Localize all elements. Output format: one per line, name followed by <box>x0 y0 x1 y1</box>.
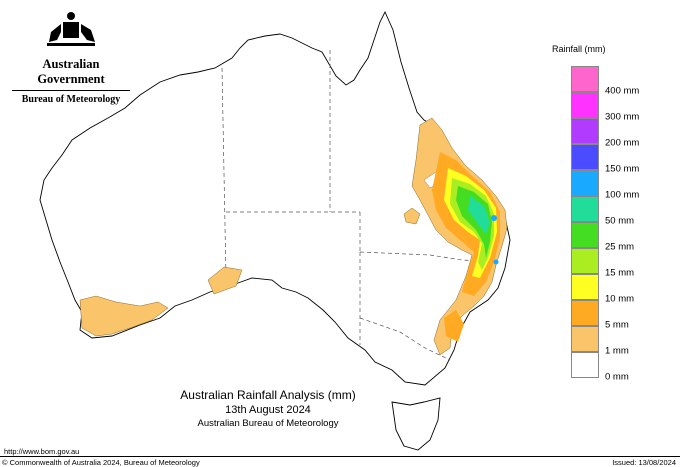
legend-label: 5 mm <box>605 319 629 331</box>
nsw-vic-border <box>359 317 451 361</box>
rain-area-100mm-south <box>493 259 499 265</box>
legend-swatch <box>571 248 599 274</box>
rain-area-1mm-sa <box>207 266 243 295</box>
legend-swatch <box>571 92 599 118</box>
government-logo-block: Australian Government Bureau of Meteorol… <box>8 10 134 105</box>
legend-swatch <box>571 352 599 378</box>
rain-area-100mm-north <box>491 215 497 221</box>
legend-swatch <box>571 326 599 352</box>
legend-swatch <box>571 300 599 326</box>
legend-label: 200 mm <box>605 137 640 149</box>
legend-label: 400 mm <box>605 85 640 97</box>
legend-label: 150 mm <box>605 163 640 175</box>
logo-divider <box>12 90 130 91</box>
map-title-block: Australian Rainfall Analysis (mm) 13th A… <box>138 388 398 429</box>
rain-100mm-areas <box>491 215 499 265</box>
legend-label: 15 mm <box>605 267 635 279</box>
legend-label: 100 mm <box>605 189 640 201</box>
map-date: 13th August 2024 <box>225 404 311 416</box>
australia-mainland <box>39 10 511 386</box>
map-source: Australian Bureau of Meteorology <box>197 418 339 429</box>
legend-label: 10 mm <box>605 293 635 305</box>
legend-swatch <box>571 118 599 144</box>
legend-label: 0 mm <box>605 371 629 383</box>
bureau-name: Bureau of Meteorology <box>21 94 121 105</box>
copyright-text: © Commonwealth of Australia 2024, Bureau… <box>2 458 200 467</box>
bom-url-link[interactable]: http://www.bom.gov.au <box>4 447 80 456</box>
legend-swatch <box>571 66 599 92</box>
rain-area-50mm <box>468 196 490 234</box>
rain-area-1mm-wa <box>79 295 169 337</box>
legend-swatch <box>571 170 599 196</box>
wa-border <box>221 67 227 279</box>
tasmania <box>391 397 441 451</box>
legend-label: 300 mm <box>605 111 640 123</box>
legend-label: 1 mm <box>605 345 629 357</box>
rain-area-1mm-coast-islet <box>403 207 421 225</box>
legend-label: 25 mm <box>605 241 635 253</box>
coat-of-arms-icon <box>47 12 95 46</box>
legend-swatch <box>571 196 599 222</box>
map-title: Australian Rainfall Analysis (mm) <box>180 388 356 402</box>
rain-area-25mm <box>456 186 492 258</box>
legend-label: 50 mm <box>605 215 635 227</box>
government-name: Australian Government <box>37 57 105 86</box>
issued-date: Issued: 13/08/2024 <box>612 458 676 467</box>
legend-swatch <box>571 274 599 300</box>
rain-area-5mm-nsw <box>444 310 464 342</box>
legend-swatch <box>571 222 599 248</box>
footer-divider <box>0 456 680 457</box>
legend-swatch <box>571 144 599 170</box>
legend-title: Rainfall (mm) <box>552 44 606 54</box>
